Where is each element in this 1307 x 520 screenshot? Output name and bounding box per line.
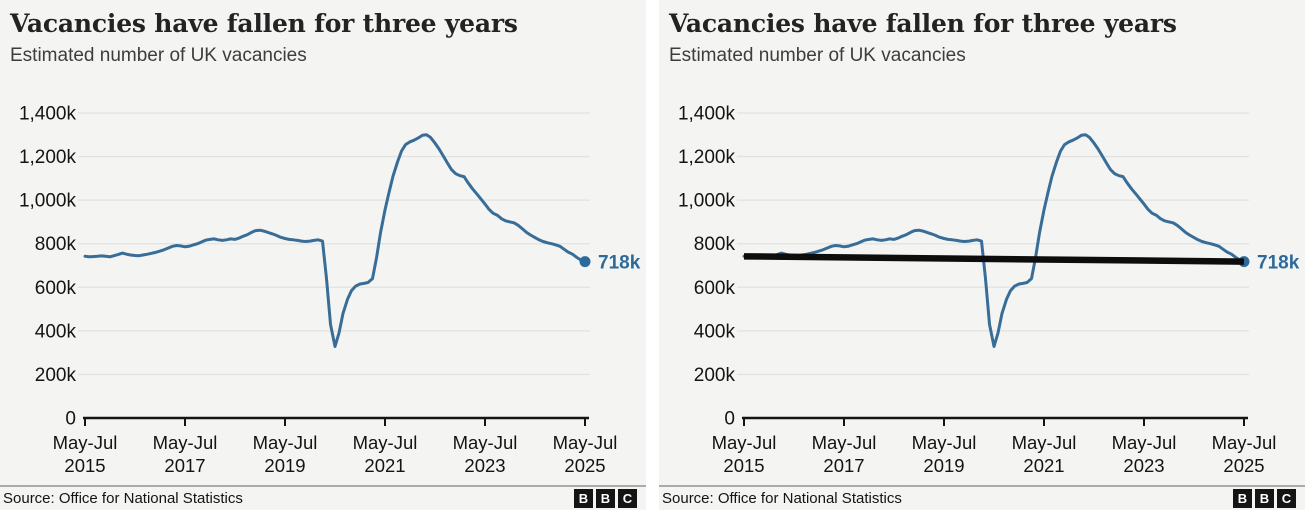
y-axis-tick-label: 1,000k bbox=[19, 191, 77, 212]
source-attribution: Source: Office for National Statistics bbox=[3, 490, 243, 507]
vacancies-series-line bbox=[742, 133, 1246, 348]
y-axis-tick-label: 800k bbox=[694, 234, 736, 255]
x-axis-tick-label: 2021 bbox=[1023, 455, 1064, 476]
x-axis-tick-label: 2015 bbox=[64, 455, 105, 476]
bbc-logo-icon: B B C bbox=[574, 489, 637, 508]
chart-subtitle: Estimated number of UK vacancies bbox=[10, 45, 307, 66]
x-axis-tick-label: May-Jul bbox=[1112, 432, 1177, 453]
chart-header: Vacancies have fallen for three years Es… bbox=[659, 0, 1305, 67]
y-axis-tick-label: 400k bbox=[694, 321, 736, 342]
x-axis-tick-label: 2025 bbox=[1223, 455, 1264, 476]
x-axis-tick-label: May-Jul bbox=[1212, 432, 1277, 453]
y-axis-tick-label: 600k bbox=[694, 278, 736, 299]
bbc-logo-letter: B bbox=[1255, 489, 1274, 508]
y-axis-tick-label: 200k bbox=[694, 365, 736, 386]
x-axis-tick-label: May-Jul bbox=[812, 432, 877, 453]
y-axis-tick-label: 800k bbox=[35, 234, 77, 255]
chart-title: Vacancies have fallen for three years bbox=[10, 9, 518, 38]
y-axis-tick-label: 1,400k bbox=[19, 104, 77, 125]
trend-overlay-line bbox=[743, 253, 1245, 265]
vacancies-line-chart-with-trend: 0 200k 400k 600k 800k 1,000k 1,200k 1,400k May-J… bbox=[678, 104, 1300, 477]
chart-title: Vacancies have fallen for three years bbox=[669, 9, 1177, 38]
chart-footer: Source: Office for National Statistics B… bbox=[659, 485, 1305, 510]
y-axis-tick-label: 0 bbox=[65, 409, 76, 430]
x-axis-tick-label: May-Jul bbox=[153, 432, 218, 453]
bbc-logo-letter: B bbox=[596, 489, 615, 508]
y-axis-tick-label: 1,200k bbox=[19, 147, 77, 168]
bbc-logo-icon: B B C bbox=[1233, 489, 1296, 508]
bbc-logo-letter: C bbox=[618, 489, 637, 508]
y-axis-tick-label: 200k bbox=[35, 365, 77, 386]
x-axis-tick-label: 2019 bbox=[923, 455, 964, 476]
x-axis-tick-label: 2025 bbox=[564, 455, 605, 476]
chart-subtitle: Estimated number of UK vacancies bbox=[669, 45, 966, 66]
x-axis-tick-label: 2017 bbox=[823, 455, 864, 476]
y-axis-tick-label: 1,400k bbox=[678, 104, 736, 125]
end-value-label: 718k bbox=[1257, 253, 1300, 274]
x-axis-tick-label: 2017 bbox=[164, 455, 205, 476]
x-axis-tick-label: 2023 bbox=[464, 455, 505, 476]
bbc-logo-letter: B bbox=[574, 489, 593, 508]
y-axis-tick-label: 1,000k bbox=[678, 191, 736, 212]
x-axis-tick-label: 2023 bbox=[1123, 455, 1164, 476]
y-axis-tick-label: 1,200k bbox=[678, 147, 736, 168]
x-axis-tick-label: May-Jul bbox=[353, 432, 418, 453]
y-axis-tick-label: 400k bbox=[35, 321, 77, 342]
series-end-dot bbox=[579, 256, 591, 268]
y-axis-tick-label: 0 bbox=[724, 409, 735, 430]
chart-panel-right: Vacancies have fallen for three years Es… bbox=[659, 0, 1305, 510]
bbc-logo-letter: B bbox=[1233, 489, 1252, 508]
source-attribution: Source: Office for National Statistics bbox=[662, 490, 902, 507]
x-axis-tick-label: May-Jul bbox=[53, 432, 118, 453]
chart-panel-left: Vacancies have fallen for three years Es… bbox=[0, 0, 646, 510]
vacancies-line-chart: 0 200k 400k 600k 800k 1,000k 1,200k 1,400k May-J… bbox=[19, 104, 641, 477]
x-axis-tick-label: May-Jul bbox=[453, 432, 518, 453]
x-axis-tick-label: May-Jul bbox=[1012, 432, 1077, 453]
vacancies-series-line bbox=[83, 133, 587, 348]
x-axis-tick-label: May-Jul bbox=[712, 432, 777, 453]
chart-header: Vacancies have fallen for three years Es… bbox=[0, 0, 646, 67]
x-axis-tick-label: May-Jul bbox=[912, 432, 977, 453]
x-axis-tick-label: May-Jul bbox=[553, 432, 618, 453]
x-axis-tick-label: 2019 bbox=[264, 455, 305, 476]
end-value-label: 718k bbox=[598, 253, 641, 274]
y-axis-tick-label: 600k bbox=[35, 278, 77, 299]
bbc-logo-letter: C bbox=[1277, 489, 1296, 508]
x-axis-tick-label: May-Jul bbox=[253, 432, 318, 453]
x-axis-tick-label: 2021 bbox=[364, 455, 405, 476]
x-axis-tick-label: 2015 bbox=[723, 455, 764, 476]
chart-footer: Source: Office for National Statistics B… bbox=[0, 485, 646, 510]
